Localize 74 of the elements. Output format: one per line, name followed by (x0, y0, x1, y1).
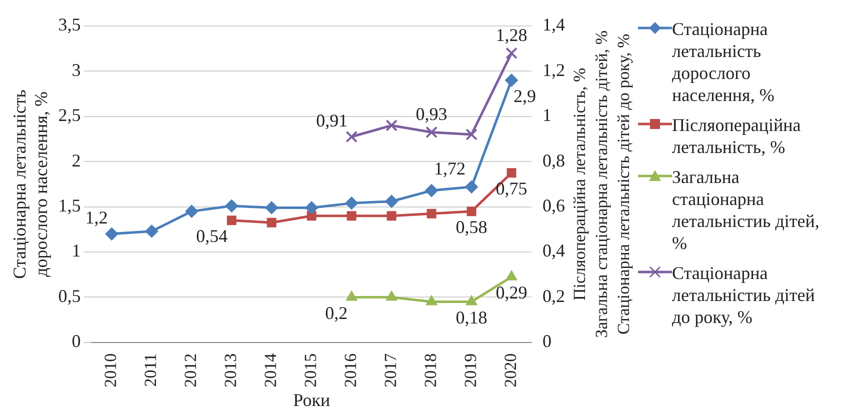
point (425, 184, 438, 198)
point (226, 216, 236, 226)
y-tick-label: 3,5 (58, 14, 81, 35)
data-label: 0,93 (416, 104, 448, 124)
point (265, 201, 278, 214)
x-tick-label: 2016 (341, 353, 360, 388)
x-tick-label: 2020 (500, 353, 520, 388)
point (506, 168, 516, 178)
legend-label: Післяопераційна летальність, % (672, 114, 802, 158)
data-label: 0,91 (316, 110, 348, 130)
x-tick-label: 2018 (421, 353, 440, 388)
point (426, 295, 438, 306)
point (386, 119, 398, 132)
point (305, 201, 318, 214)
point (466, 295, 478, 306)
y2-tick-label: 1,4 (542, 14, 565, 35)
y-tick-label: 1,5 (58, 196, 81, 216)
point (346, 211, 356, 221)
y2-axis-title: Післяопераційна летальність, % Загальна стаціонарна летальність дітей, % Стаціонарна летальність дітей до року, % (570, 30, 633, 338)
point (185, 204, 198, 218)
x-tick-label: 2011 (141, 353, 160, 387)
point (346, 290, 358, 301)
x-tick-label: 2010 (101, 353, 120, 388)
y-axis-title: Стаціонарна летальність дорослого населення, % (10, 90, 52, 279)
legend-label: Стаціонарна летальність дорослого населення, % (672, 18, 776, 106)
x-tick-label: 2014 (261, 352, 280, 388)
data-label: 0,18 (456, 307, 488, 328)
x-tick-label: 2013 (221, 353, 240, 388)
point (505, 74, 518, 87)
x-tick-label: 2012 (181, 353, 200, 388)
point (386, 290, 398, 301)
x-tick-label: 2017 (381, 352, 400, 388)
point (506, 47, 518, 60)
x-tick-label: 2019 (460, 353, 480, 388)
data-label: 2,9 (514, 86, 536, 106)
y-tick-label: 1 (72, 240, 81, 261)
y2-tick-label: 0,2 (542, 286, 565, 306)
y2-tick-label: 0 (542, 331, 552, 352)
y2-tick-label: 0,4 (542, 240, 565, 261)
data-label: 0,54 (196, 226, 228, 246)
point (465, 180, 478, 194)
data-label: 1,28 (496, 24, 528, 45)
data-label: 1,2 (85, 208, 108, 228)
point (466, 128, 478, 140)
y2-tick-label: 1 (542, 105, 552, 126)
point (386, 211, 396, 221)
x-tick-label: 2015 (301, 353, 320, 388)
point (346, 130, 358, 143)
point (345, 196, 358, 210)
point (145, 224, 158, 238)
data-label: 1,72 (434, 158, 466, 179)
data-label: 0,2 (325, 302, 348, 323)
point (426, 126, 438, 138)
point (426, 208, 436, 218)
data-label: 0,58 (456, 217, 488, 238)
x-axis-title: Роки (293, 390, 330, 410)
y2-tick-label: 0,6 (542, 196, 565, 216)
legend-label: Загальна стаціонарна летальністиь дітей, % (672, 166, 820, 254)
point (385, 194, 398, 208)
point (506, 270, 518, 280)
data-label: 0,29 (496, 282, 528, 303)
y-tick-label: 0,5 (58, 286, 81, 306)
y2-tick-label: 0,8 (542, 150, 565, 170)
y-tick-label: 2 (72, 150, 81, 170)
point (266, 218, 276, 228)
data-label: 0,75 (496, 178, 528, 199)
y-tick-label: 3 (72, 60, 81, 80)
y2-tick-label: 1,2 (542, 60, 565, 80)
point (105, 227, 118, 240)
legend-label: Стаціонарна летальністиь дітей до року, % (672, 262, 816, 328)
y-tick-label: 2,5 (58, 105, 81, 126)
y-tick-label: 0 (72, 331, 81, 352)
point (225, 199, 238, 212)
point (466, 206, 476, 216)
